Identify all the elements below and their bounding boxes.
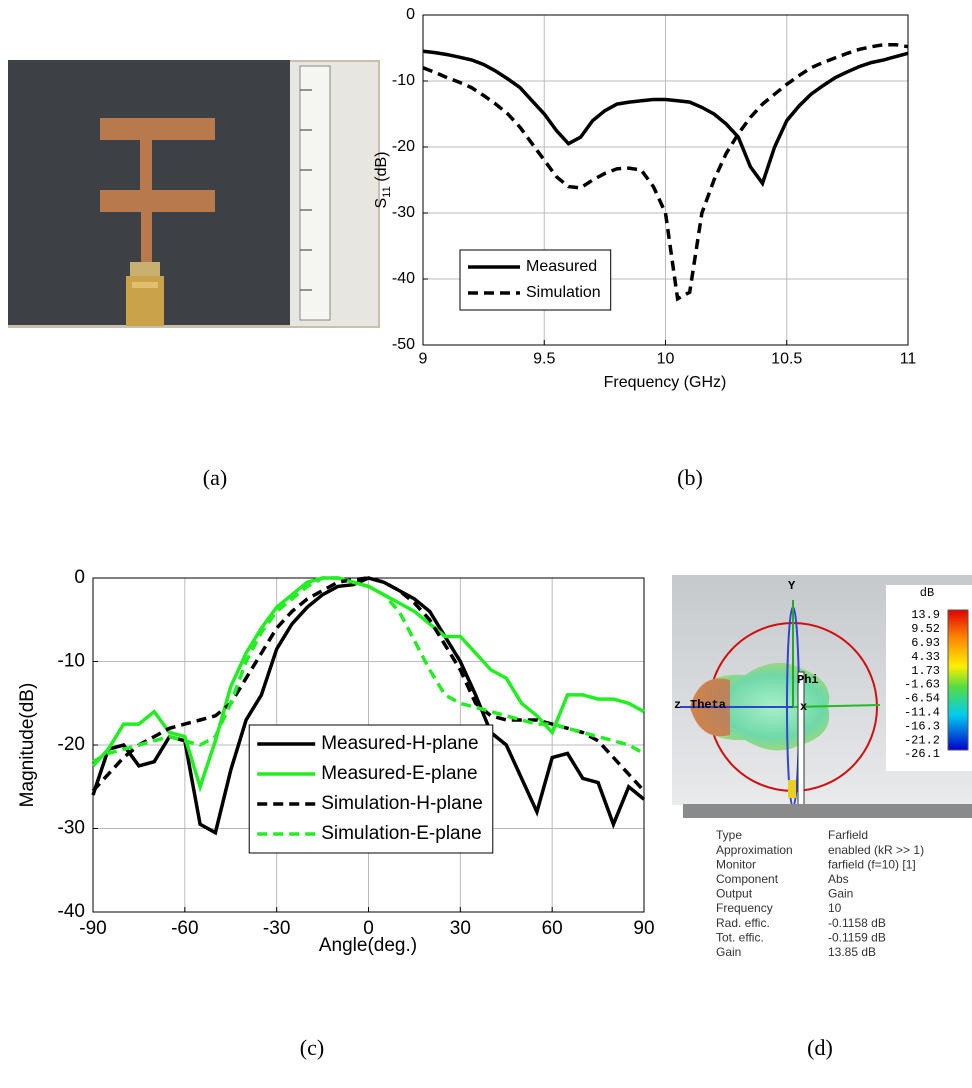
colorbar-label: -11.4	[904, 705, 940, 719]
y-axis-label-part: 11	[381, 186, 393, 198]
y-tick-label: -40	[58, 901, 85, 922]
y-axis-label-part: Magnitude(dB)	[17, 683, 38, 808]
colorbar-label: -6.54	[904, 692, 940, 706]
x-tick-label: 9	[419, 351, 428, 368]
chart: 9 9.5 10 10.5 11 0 -10 -20 -30 -40 -50 Frequency (G…	[373, 6, 916, 391]
legend-label: Simulation-E-plane	[321, 823, 482, 844]
farfield-screenshot	[672, 575, 972, 966]
property-value: enabled (kR >> 1)	[828, 843, 924, 857]
property-name: Approximation	[716, 843, 793, 857]
property-value: -0.1158 dB	[828, 916, 886, 930]
x-tick-label: -30	[263, 918, 290, 939]
legend: Measured Simulation	[459, 249, 612, 311]
antenna-photo	[8, 60, 380, 328]
legend-label: Measured	[526, 258, 597, 275]
x-tick-label: 30	[450, 918, 471, 939]
x-axis-label: Frequency (GHz)	[604, 374, 727, 391]
legend: Measured-H-plane Measured-E-plane Simulati…	[248, 724, 494, 854]
data-line	[91, 576, 646, 793]
colorbar-label: 6.93	[911, 636, 940, 650]
colorbar-label: 4.33	[911, 650, 940, 664]
property-value: 10	[828, 901, 842, 915]
axes-frame	[422, 14, 909, 346]
x-tick-label: 0	[363, 918, 374, 939]
x-tick-label: 11	[900, 351, 917, 368]
y-tick-label: -30	[58, 818, 85, 839]
property-value: Gain	[828, 887, 853, 901]
legend-label: Measured-E-plane	[321, 763, 477, 784]
property-value: 13.85 dB	[828, 945, 876, 959]
axis-label: Theta	[690, 698, 726, 712]
data-line	[92, 576, 645, 764]
legend-label: Simulation-H-plane	[321, 793, 483, 814]
x-tick-label: -60	[171, 918, 198, 939]
y-tick-label: 0	[406, 6, 415, 23]
colorbar-label: 1.73	[911, 664, 940, 678]
property-name: Frequency	[716, 901, 773, 915]
y-axis-label-part: (dB)	[373, 152, 390, 187]
caption: (a)	[203, 465, 227, 490]
x-tick-label: 60	[542, 918, 563, 939]
axis-label: z	[674, 698, 681, 712]
property-name: Type	[716, 828, 742, 842]
property-value: farfield (f=10) [1]	[828, 857, 916, 871]
caption: (c)	[300, 1035, 324, 1060]
y-tick-label: -50	[392, 336, 415, 353]
axis-label: Y	[788, 579, 796, 593]
colorbar-label: 13.9	[911, 608, 940, 622]
y-tick-label: -30	[392, 204, 415, 221]
x-tick-label: 9.5	[533, 351, 555, 368]
chart: -90 -60 -30 0 30 60 90 0 -10 -20 -30 -40 Angle(deg.)…	[17, 567, 655, 956]
property-name: Gain	[716, 945, 741, 959]
data-line	[422, 49, 909, 188]
x-tick-label: 10.5	[771, 351, 802, 368]
y-axis-label: S11 (dB)	[373, 152, 393, 209]
axis-label: Phi	[797, 673, 819, 687]
colorbar-label: -26.1	[904, 747, 940, 761]
caption: (d)	[807, 1035, 833, 1060]
property-value: Farfield	[828, 828, 868, 842]
property-name: Monitor	[716, 857, 756, 871]
property-name: Rad. effic.	[716, 916, 770, 930]
x-tick-label: 90	[633, 918, 654, 939]
colorbar-label: -21.2	[904, 733, 940, 747]
axis-label: x	[800, 700, 807, 714]
colorbar-label: 9.52	[911, 622, 940, 636]
x-tick-label: 10	[657, 351, 675, 368]
legend-box	[248, 724, 494, 854]
property-name: Component	[716, 872, 779, 886]
data-line	[422, 42, 909, 302]
y-tick-label: 0	[74, 567, 85, 588]
y-tick-label: -10	[58, 651, 85, 672]
property-value: -0.1159 dB	[828, 930, 886, 944]
legend-box	[459, 249, 612, 311]
y-tick-label: -10	[392, 72, 415, 89]
x-axis-label: Angle(deg.)	[319, 935, 417, 956]
y-axis-label: Magnitude(dB)	[17, 683, 38, 808]
y-tick-label: -40	[392, 270, 415, 287]
x-tick-label: -90	[79, 918, 106, 939]
colorbar-unit: dB	[920, 586, 934, 600]
property-name: Tot. effic.	[716, 930, 764, 944]
property-name: Output	[716, 887, 753, 901]
colorbar-label: -16.3	[904, 719, 940, 733]
colorbar-label: -1.63	[904, 678, 940, 692]
caption: (b)	[677, 465, 703, 490]
y-tick-label: -20	[58, 734, 85, 755]
y-tick-label: -20	[392, 138, 415, 155]
farfield-labels: Y z Theta Phi x dB	[674, 579, 934, 714]
y-axis-label-part: S	[373, 198, 390, 209]
property-value: Abs	[828, 872, 849, 886]
legend-label: Measured-H-plane	[321, 733, 478, 754]
legend-label: Simulation	[526, 284, 601, 301]
